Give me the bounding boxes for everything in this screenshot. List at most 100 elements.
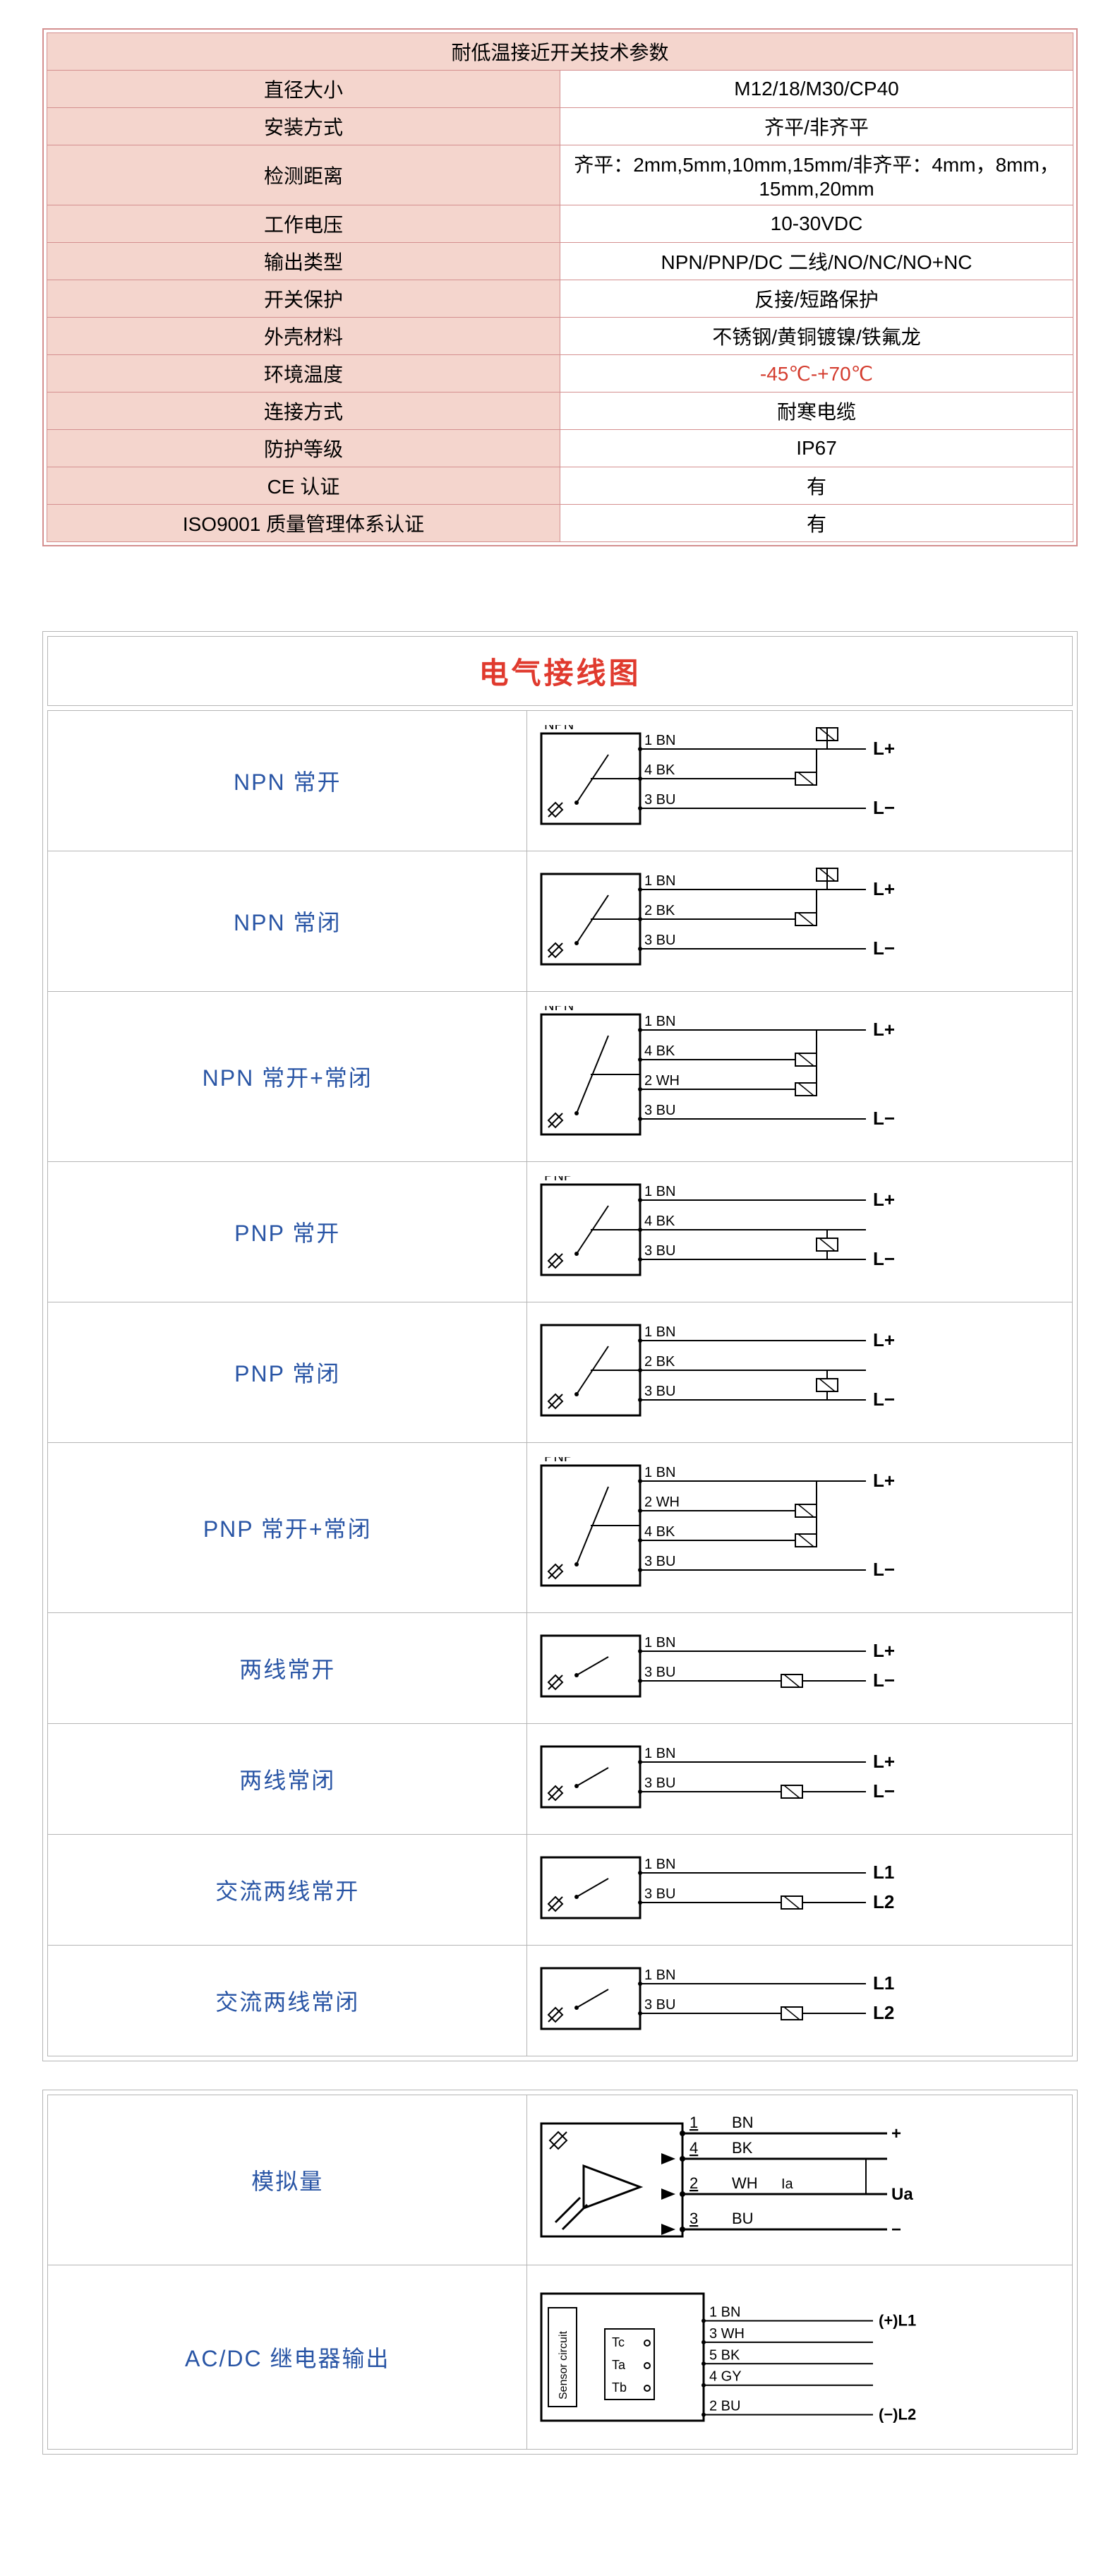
svg-text:2 WH: 2 WH — [644, 1494, 680, 1510]
wiring-diagram-svg: 1 BNL+3 BUL− — [534, 1738, 901, 1820]
svg-text:PNP: PNP — [544, 1457, 573, 1465]
svg-text:1 BN: 1 BN — [644, 1635, 675, 1651]
svg-text:+: + — [891, 2124, 901, 2143]
spec-label: 输出类型 — [47, 243, 560, 280]
svg-text:BU: BU — [732, 2210, 754, 2227]
svg-text:4 BK: 4 BK — [644, 1043, 675, 1059]
spec-label: 工作电压 — [47, 205, 560, 243]
svg-text:3 BU: 3 BU — [644, 1775, 675, 1791]
svg-text:Ia: Ia — [781, 2176, 794, 2192]
wiring-row-label: PNP 常开+常闭 — [203, 1511, 372, 1544]
spec-label: 连接方式 — [47, 393, 560, 430]
wiring-row-label-cell: 交流两线常闭 — [48, 1946, 527, 2056]
wiring-row-label-cell: PNP 常开 — [48, 1162, 527, 1302]
svg-text:3 BU: 3 BU — [644, 1554, 675, 1569]
svg-text:L+: L+ — [873, 1640, 895, 1661]
svg-text:L−: L− — [873, 1559, 895, 1580]
wiring-row-diagram-cell: NPN1 BNL+4 BK3 BUL− — [527, 711, 1072, 851]
wiring-diagram-svg: 1 BNL13 BUL2 — [534, 1960, 901, 2042]
wiring-row-diagram-cell: 1 BNL+3 BUL− — [527, 1613, 1072, 1723]
svg-text:L−: L− — [873, 937, 895, 959]
wiring-row-label-cell: NPN 常开 — [48, 711, 527, 851]
spec-value: 反接/短路保护 — [560, 280, 1073, 318]
wiring-row: NPN 常闭1 BNL+2 BK3 BUL− — [48, 851, 1072, 992]
wiring-row-label-cell: 模拟量 — [48, 2095, 527, 2265]
svg-text:L−: L− — [873, 1389, 895, 1410]
wiring-diagram-svg: NPN1 BNL+4 BK3 BUL− — [534, 725, 901, 837]
svg-text:4 BK: 4 BK — [644, 762, 675, 778]
wiring-row-diagram-cell: Sensor circuitTcTaTb1 BN(+)L13 WH5 BK4 G… — [527, 2265, 1072, 2449]
svg-text:BK: BK — [732, 2139, 753, 2157]
wiring-row-label-cell: PNP 常闭 — [48, 1302, 527, 1442]
svg-text:L1: L1 — [873, 1972, 894, 1994]
spec-value: 有 — [560, 505, 1073, 542]
svg-text:1 BN: 1 BN — [644, 1014, 675, 1029]
svg-text:1 BN: 1 BN — [644, 733, 675, 748]
svg-text:2 BK: 2 BK — [644, 903, 675, 918]
wiring-diagram-svg: 1 BNL+3 BUL− — [534, 1627, 901, 1709]
wiring-row-label: 模拟量 — [251, 2164, 323, 2196]
svg-text:L−: L− — [873, 797, 895, 818]
wiring-row-label: NPN 常闭 — [234, 905, 341, 937]
svg-text:4: 4 — [690, 2139, 698, 2157]
wiring-row-diagram-cell: 1 BNL+2 BK3 BUL− — [527, 1302, 1072, 1442]
wiring-rows: NPN 常开NPN1 BNL+4 BK3 BUL−NPN 常闭1 BNL+2 B… — [47, 710, 1073, 2056]
wiring-diagram-svg: 1 BNL+2 BK3 BUL− — [534, 1317, 901, 1428]
svg-text:1 BN: 1 BN — [644, 1746, 675, 1761]
wiring-row-diagram-cell: 1 BNL13 BUL2 — [527, 1946, 1072, 2056]
spec-value: -45℃-+70℃ — [560, 355, 1073, 393]
spec-value: 有 — [560, 467, 1073, 505]
spec-label: 外壳材料 — [47, 318, 560, 355]
wiring-diagram-svg: NPN1 BNL+4 BK2 WH3 BUL− — [534, 1006, 901, 1147]
svg-text:BN: BN — [732, 2114, 754, 2131]
wiring-row-diagram-cell: 1 BNL13 BUL2 — [527, 1835, 1072, 1945]
spec-label: 环境温度 — [47, 355, 560, 393]
spec-value: NPN/PNP/DC 二线/NO/NC/NO+NC — [560, 243, 1073, 280]
spec-label: 开关保护 — [47, 280, 560, 318]
wiring-row-label: AC/DC 继电器输出 — [185, 2341, 390, 2373]
spec-label: 直径大小 — [47, 71, 560, 108]
spec-table-container: 耐低温接近开关技术参数 直径大小M12/18/M30/CP40安装方式齐平/非齐… — [42, 28, 1078, 546]
wiring-row: 交流两线常开 1 BNL13 BUL2 — [48, 1835, 1072, 1946]
svg-text:L+: L+ — [873, 738, 895, 759]
wiring-row: 两线常闭 1 BNL+3 BUL− — [48, 1724, 1072, 1835]
wiring-row: AC/DC 继电器输出Sensor circuitTcTaTb1 BN(+)L1… — [48, 2265, 1072, 2449]
svg-text:Ua: Ua — [891, 2185, 913, 2204]
wiring-row: PNP 常开PNP1 BNL+4 BK3 BUL− — [48, 1162, 1072, 1302]
wiring-row-diagram-cell: PNP1 BNL+4 BK3 BUL− — [527, 1162, 1072, 1302]
svg-text:2 BK: 2 BK — [644, 1354, 675, 1370]
svg-text:5 BK: 5 BK — [709, 2347, 740, 2363]
svg-text:−: − — [891, 2220, 901, 2239]
wiring-row-label: PNP 常闭 — [234, 1356, 340, 1389]
svg-text:1 BN: 1 BN — [644, 1184, 675, 1199]
wiring-row-diagram-cell: 1 BNL+3 BUL− — [527, 1724, 1072, 1834]
wiring-row: PNP 常开+常闭PNP1 BNL+2 WH4 BK3 BUL− — [48, 1443, 1072, 1613]
wiring-row-diagram-cell: 1 BNL+2 BK3 BUL− — [527, 851, 1072, 991]
spec-value: 不锈钢/黄铜镀镍/铁氟龙 — [560, 318, 1073, 355]
svg-text:1 BN: 1 BN — [644, 873, 675, 889]
svg-text:3 WH: 3 WH — [709, 2326, 745, 2342]
svg-text:3 BU: 3 BU — [644, 1886, 675, 1902]
svg-text:1 BN: 1 BN — [644, 1967, 675, 1983]
spec-table-title: 耐低温接近开关技术参数 — [47, 33, 1073, 71]
svg-text:PNP: PNP — [544, 1176, 573, 1184]
wiring-diagram-svg: PNP1 BNL+4 BK3 BUL− — [534, 1176, 901, 1288]
wiring-row: NPN 常开+常闭 NPN1 BNL+4 BK2 WH3 BUL− — [48, 992, 1072, 1162]
wiring-row: 交流两线常闭1 BNL13 BUL2 — [48, 1946, 1072, 2056]
svg-text:L−: L− — [873, 1248, 895, 1269]
svg-text:L+: L+ — [873, 1470, 895, 1491]
spec-label: ISO9001 质量管理体系认证 — [47, 505, 560, 542]
wiring-row-label: 交流两线常开 — [215, 1874, 359, 1906]
svg-text:NPN: NPN — [544, 725, 574, 733]
spec-value: 10-30VDC — [560, 205, 1073, 243]
svg-text:2 BU: 2 BU — [709, 2399, 740, 2414]
spec-value: IP67 — [560, 430, 1073, 467]
wiring-row-label: NPN 常开+常闭 — [203, 1060, 373, 1093]
svg-text:Sensor circuit: Sensor circuit — [558, 2331, 570, 2400]
wiring-row: 模拟量1BN+4BK2WHIaUa3BU− — [48, 2095, 1072, 2265]
svg-text:3 BU: 3 BU — [644, 933, 675, 948]
svg-text:3 BU: 3 BU — [644, 1997, 675, 2013]
wiring-row-label: 两线常闭 — [239, 1763, 335, 1795]
svg-text:1 BN: 1 BN — [644, 1465, 675, 1480]
wiring-row: NPN 常开NPN1 BNL+4 BK3 BUL− — [48, 711, 1072, 851]
